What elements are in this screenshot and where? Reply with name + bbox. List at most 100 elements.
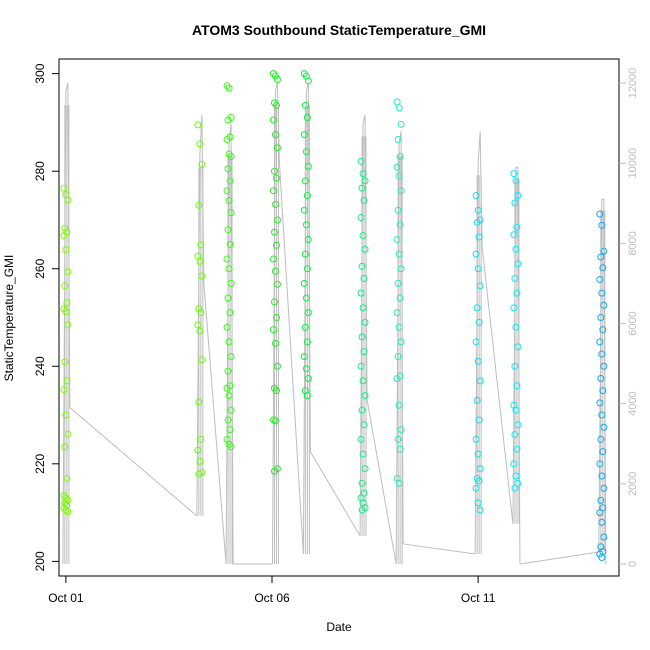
temperature-point bbox=[472, 484, 480, 492]
altitude-connector bbox=[366, 399, 397, 565]
temperature-point bbox=[396, 445, 404, 453]
temperature-point bbox=[357, 435, 365, 443]
temperature-point bbox=[62, 246, 70, 254]
y-axis-label: StaticTemperature_GMI bbox=[2, 255, 16, 382]
temperature-point bbox=[270, 228, 278, 236]
y-axis-right: 0 2000 4000 6000 8000 10000 12000 bbox=[619, 68, 639, 567]
temperature-point bbox=[301, 177, 309, 185]
y-tick-label-right: 0 bbox=[627, 561, 639, 567]
temperature-point bbox=[514, 192, 522, 200]
temperature-point bbox=[224, 165, 232, 173]
temperature-point bbox=[303, 114, 311, 122]
temperature-point bbox=[360, 196, 368, 204]
temperature-point bbox=[397, 187, 405, 195]
temperature-point bbox=[393, 374, 401, 382]
temperature-point bbox=[598, 518, 606, 526]
temperature-point bbox=[63, 299, 71, 307]
temperature-point bbox=[600, 362, 608, 370]
temperature-point bbox=[226, 426, 234, 434]
temperature-point bbox=[197, 241, 205, 249]
temperature-point bbox=[270, 167, 278, 175]
temperature-point bbox=[393, 235, 401, 243]
temperature-point bbox=[476, 465, 484, 473]
temperature-point bbox=[597, 496, 605, 504]
temperature-point bbox=[600, 301, 608, 309]
temperature-point bbox=[64, 196, 72, 204]
temperature-point bbox=[224, 416, 232, 424]
temperature-point bbox=[303, 192, 311, 200]
temperature-point bbox=[511, 274, 519, 282]
y-tick-label-right: 2000 bbox=[627, 472, 639, 496]
temperature-point bbox=[196, 140, 204, 148]
temperature-point bbox=[60, 232, 68, 240]
y-tick-label-left: 200 bbox=[33, 551, 47, 571]
temperature-point bbox=[510, 304, 518, 312]
temperature-point bbox=[360, 274, 368, 282]
temperature-point bbox=[395, 401, 403, 409]
temperature-point bbox=[62, 308, 70, 316]
temperature-point bbox=[226, 177, 234, 185]
temperature-point bbox=[396, 221, 404, 229]
temperature-point bbox=[270, 298, 278, 306]
temperature-point bbox=[301, 323, 309, 331]
temperature-point bbox=[600, 533, 608, 541]
temperature-point bbox=[394, 206, 402, 214]
temperature-point bbox=[514, 260, 522, 268]
temperature-point bbox=[474, 206, 482, 214]
temperature-point bbox=[600, 484, 608, 492]
temperature-point bbox=[597, 374, 605, 382]
temperature-point bbox=[394, 435, 402, 443]
temperature-point bbox=[227, 153, 235, 161]
temperature-point bbox=[598, 411, 606, 419]
temperature-point bbox=[273, 75, 281, 83]
temperature-point bbox=[302, 294, 310, 302]
temperature-point bbox=[596, 338, 604, 346]
temperature-point bbox=[512, 177, 520, 185]
temperature-point bbox=[361, 392, 369, 400]
temperature-point bbox=[359, 304, 367, 312]
temperature-point bbox=[361, 177, 369, 185]
temperature-point bbox=[511, 362, 519, 370]
temperature-point bbox=[63, 377, 71, 385]
temperature-point bbox=[300, 206, 308, 214]
temperature-point bbox=[194, 121, 202, 129]
temperature-point bbox=[301, 250, 309, 258]
temperature-point bbox=[514, 479, 522, 487]
temperature-point bbox=[600, 423, 608, 431]
temperature-point bbox=[513, 445, 521, 453]
temperature-point bbox=[596, 460, 604, 468]
temperature-point bbox=[223, 255, 231, 263]
altitude-connector bbox=[309, 451, 361, 537]
temperature-point bbox=[361, 245, 369, 253]
altitude-connector bbox=[481, 247, 514, 524]
temperature-point bbox=[303, 265, 311, 273]
temperature-point bbox=[513, 289, 521, 297]
y-tick-label-left: 240 bbox=[33, 356, 47, 376]
temperature-point bbox=[512, 472, 520, 480]
temperature-point bbox=[272, 241, 280, 249]
altitude-connector bbox=[203, 283, 227, 565]
temperature-point bbox=[225, 338, 233, 346]
temperature-point bbox=[596, 550, 604, 558]
temperature-point bbox=[198, 272, 206, 280]
temperature-point bbox=[475, 318, 483, 326]
temperature-point bbox=[62, 411, 70, 419]
temperature-point bbox=[357, 214, 365, 222]
x-axis-label: Date bbox=[326, 620, 352, 634]
temperature-point bbox=[358, 184, 366, 192]
temperature-point bbox=[224, 226, 232, 234]
temperature-point bbox=[359, 377, 367, 385]
temperature-point bbox=[269, 116, 277, 124]
y-tick-label-right: 6000 bbox=[627, 311, 639, 335]
temperature-point bbox=[600, 247, 608, 255]
temperature-point bbox=[512, 245, 520, 253]
temperature-point bbox=[195, 470, 203, 478]
temperature-point bbox=[396, 153, 404, 161]
temperature-point bbox=[397, 120, 405, 128]
temperature-point bbox=[195, 398, 203, 406]
temperature-point bbox=[302, 365, 310, 373]
temperature-point bbox=[361, 465, 369, 473]
temperature-point bbox=[223, 384, 231, 392]
temperature-point bbox=[361, 318, 369, 326]
temperature-point bbox=[474, 357, 482, 365]
